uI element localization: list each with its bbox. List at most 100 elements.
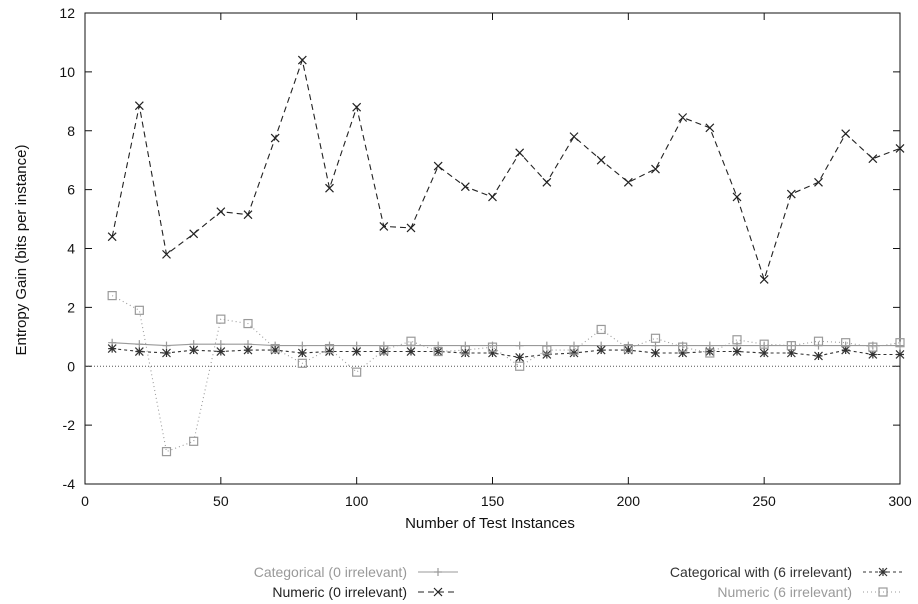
legend-marker: [434, 568, 442, 576]
data-point: [732, 335, 742, 345]
legend-label: Categorical (0 irrelevant): [254, 564, 407, 580]
data-point: [406, 223, 416, 233]
data-point: [623, 343, 633, 354]
data-point: [515, 361, 525, 371]
legend-label: Numeric (0 irrelevant): [272, 584, 407, 600]
legend-marker: [878, 587, 888, 597]
data-point: [216, 314, 226, 324]
data-point: [460, 348, 470, 358]
y-tick-label: 2: [67, 299, 75, 315]
data-point: [270, 133, 280, 143]
data-point: [433, 347, 443, 356]
data-point: [189, 229, 199, 239]
data-point: [107, 291, 117, 301]
series-3: [107, 291, 905, 457]
legend-label: Numeric (6 irrelevant): [717, 584, 852, 600]
data-point: [895, 350, 905, 359]
data-point: [759, 339, 769, 349]
series-line: [112, 342, 900, 347]
data-point: [270, 345, 280, 355]
data-point: [515, 341, 524, 350]
data-point: [868, 342, 878, 352]
legend-marker: [878, 567, 888, 577]
data-point: [325, 347, 334, 356]
data-point: [243, 318, 253, 329]
data-point: [868, 154, 878, 164]
y-tick-label: 4: [67, 241, 75, 257]
y-tick-label: 12: [59, 5, 75, 21]
data-point: [460, 345, 470, 355]
data-point: [134, 101, 144, 111]
data-point: [379, 347, 389, 356]
data-point: [379, 221, 389, 231]
data-point: [786, 341, 796, 351]
data-point: [814, 177, 823, 187]
data-point: [542, 177, 552, 187]
series-line: [112, 348, 900, 358]
y-tick-label: -4: [63, 476, 76, 492]
data-point: [379, 345, 389, 355]
x-tick-label: 100: [345, 493, 369, 509]
x-tick-label: 0: [81, 493, 89, 509]
legend: Categorical (0 irrelevant) Numeric (0 irr…: [254, 564, 903, 600]
x-axis-label: Number of Test Instances: [405, 515, 575, 532]
y-tick-label: -2: [63, 417, 76, 433]
data-point: [324, 343, 335, 354]
data-point: [705, 347, 715, 356]
data-point: [107, 344, 117, 354]
data-point: [298, 341, 307, 350]
data-point: [596, 324, 606, 335]
data-point: [868, 350, 878, 359]
data-point: [216, 207, 226, 217]
series-line: [111, 295, 901, 453]
data-point: [569, 348, 579, 358]
data-point: [216, 347, 226, 356]
data-point: [895, 338, 905, 348]
data-point: [135, 340, 144, 349]
y-tick-label: 8: [67, 123, 75, 139]
data-point: [623, 177, 633, 187]
data-point: [759, 348, 769, 358]
data-point: [134, 305, 144, 315]
data-point: [678, 342, 688, 352]
plot-frame: [84, 12, 901, 485]
data-point: [841, 129, 851, 139]
x-tick-label: 250: [752, 493, 776, 509]
data-point: [297, 55, 307, 65]
data-point: [786, 189, 796, 199]
data-point: [189, 436, 199, 446]
data-point: [596, 345, 606, 355]
data-point: [162, 249, 171, 259]
data-point: [896, 341, 904, 350]
data-point: [433, 346, 443, 357]
y-axis-label: Entropy Gain (bits per instance): [13, 145, 30, 356]
data-point: [406, 347, 416, 356]
data-point: [216, 340, 225, 349]
data-point: [813, 336, 824, 346]
series-line: [111, 58, 901, 282]
data-point: [651, 341, 660, 350]
data-point: [678, 348, 688, 358]
legend-marker: [433, 587, 443, 597]
data-point: [814, 351, 823, 361]
series-layer: [107, 55, 905, 457]
data-point: [787, 341, 796, 350]
data-point: [243, 345, 253, 355]
data-point: [623, 345, 633, 355]
data-point: [759, 274, 769, 284]
data-point: [189, 345, 199, 355]
data-point: [515, 352, 525, 362]
series-1: [107, 55, 905, 284]
data-point: [542, 345, 552, 355]
data-point: [433, 161, 443, 171]
data-point: [678, 113, 688, 122]
data-point: [786, 348, 796, 358]
y-tick-label: 0: [67, 358, 75, 374]
data-point: [107, 232, 117, 242]
data-point: [162, 341, 171, 350]
data-point: [515, 148, 525, 158]
data-point: [460, 182, 470, 192]
data-point: [134, 347, 144, 356]
data-point: [352, 347, 362, 356]
